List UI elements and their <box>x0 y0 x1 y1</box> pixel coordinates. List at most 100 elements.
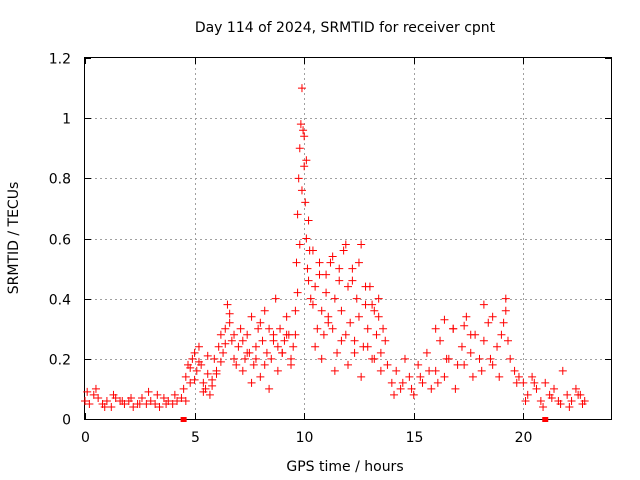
data-point <box>181 372 190 381</box>
axis-ticks: 0 0.2 0.4 0.6 0.8 1 1.2 0 5 10 15 20 <box>49 52 611 446</box>
data-point <box>83 387 92 396</box>
data-point <box>354 312 363 321</box>
data-point <box>335 276 344 285</box>
data-point <box>294 174 303 183</box>
data-point <box>238 366 247 375</box>
data-point <box>221 339 230 348</box>
data-point <box>173 396 182 405</box>
data-point <box>214 342 223 351</box>
data-point <box>300 132 309 141</box>
data-point <box>372 330 381 339</box>
data-point <box>144 387 153 396</box>
data-point <box>146 396 155 405</box>
data-point <box>433 378 442 387</box>
y-tick-label: 0 <box>62 413 71 429</box>
data-point <box>409 390 418 399</box>
data-point <box>221 324 230 333</box>
data-point <box>440 315 449 324</box>
data-point <box>186 378 195 387</box>
data-point <box>348 276 357 285</box>
y-tick-label: 0.4 <box>49 293 71 309</box>
data-point <box>370 306 379 315</box>
data-point <box>381 336 390 345</box>
data-point <box>407 384 416 393</box>
data-point <box>328 324 337 333</box>
data-point <box>519 378 528 387</box>
data-point <box>291 330 300 339</box>
data-point <box>501 294 510 303</box>
data-point <box>398 378 407 387</box>
data-point <box>462 312 471 321</box>
data-point <box>190 348 199 357</box>
data-point <box>267 354 276 363</box>
data-point <box>376 348 385 357</box>
data-point <box>357 372 366 381</box>
data-point <box>199 387 208 396</box>
data-point <box>308 300 317 309</box>
data-point <box>541 378 550 387</box>
data-point <box>414 360 423 369</box>
data-point <box>440 372 449 381</box>
data-point <box>333 348 342 357</box>
data-point <box>499 318 508 327</box>
data-point <box>326 258 335 267</box>
data-point <box>308 246 317 255</box>
data-point <box>210 354 219 363</box>
data-point <box>567 396 576 405</box>
data-point <box>350 348 359 357</box>
data-point <box>299 126 308 135</box>
data-point <box>186 363 195 372</box>
data-point <box>190 375 199 384</box>
data-point <box>247 378 256 387</box>
data-point <box>477 366 486 375</box>
data-point <box>405 372 414 381</box>
data-point <box>571 384 580 393</box>
data-point <box>528 372 537 381</box>
data-point <box>436 336 445 345</box>
data-point <box>243 348 252 357</box>
data-point <box>306 294 315 303</box>
x-tick-label: 5 <box>191 430 200 446</box>
data-point <box>466 348 475 357</box>
y-tick-label: 0.6 <box>49 233 71 249</box>
data-point <box>153 390 162 399</box>
x-axis-marker <box>542 417 549 422</box>
data-point <box>565 402 574 411</box>
data-point <box>350 336 359 345</box>
data-point <box>311 282 320 291</box>
data-point <box>352 294 361 303</box>
data-point <box>282 330 291 339</box>
data-point <box>357 240 366 249</box>
data-point <box>370 354 379 363</box>
data-point <box>219 348 228 357</box>
data-point <box>289 342 298 351</box>
data-point <box>344 360 352 369</box>
data-point <box>225 309 234 318</box>
data-point <box>530 378 539 387</box>
x-tick-label: 15 <box>406 430 424 446</box>
data-point <box>91 384 100 393</box>
data-point <box>503 336 512 345</box>
data-point <box>346 318 355 327</box>
data-point <box>151 399 160 408</box>
x-tick-label: 20 <box>515 430 533 446</box>
data-point <box>302 234 311 243</box>
data-point <box>514 372 523 381</box>
data-point <box>127 393 136 402</box>
data-point <box>523 390 532 399</box>
data-point <box>506 354 515 363</box>
data-point <box>234 342 243 351</box>
data-point <box>521 396 530 405</box>
data-point <box>315 258 324 267</box>
data-point <box>100 402 109 411</box>
data-point <box>442 354 451 363</box>
data-point <box>348 264 357 273</box>
data-point <box>216 330 225 339</box>
data-point <box>574 390 583 399</box>
data-point <box>563 390 572 399</box>
data-point <box>337 306 346 315</box>
y-tick-label: 1 <box>62 112 71 128</box>
plot-frame <box>84 57 612 420</box>
data-point <box>199 378 208 387</box>
data-point <box>457 342 466 351</box>
